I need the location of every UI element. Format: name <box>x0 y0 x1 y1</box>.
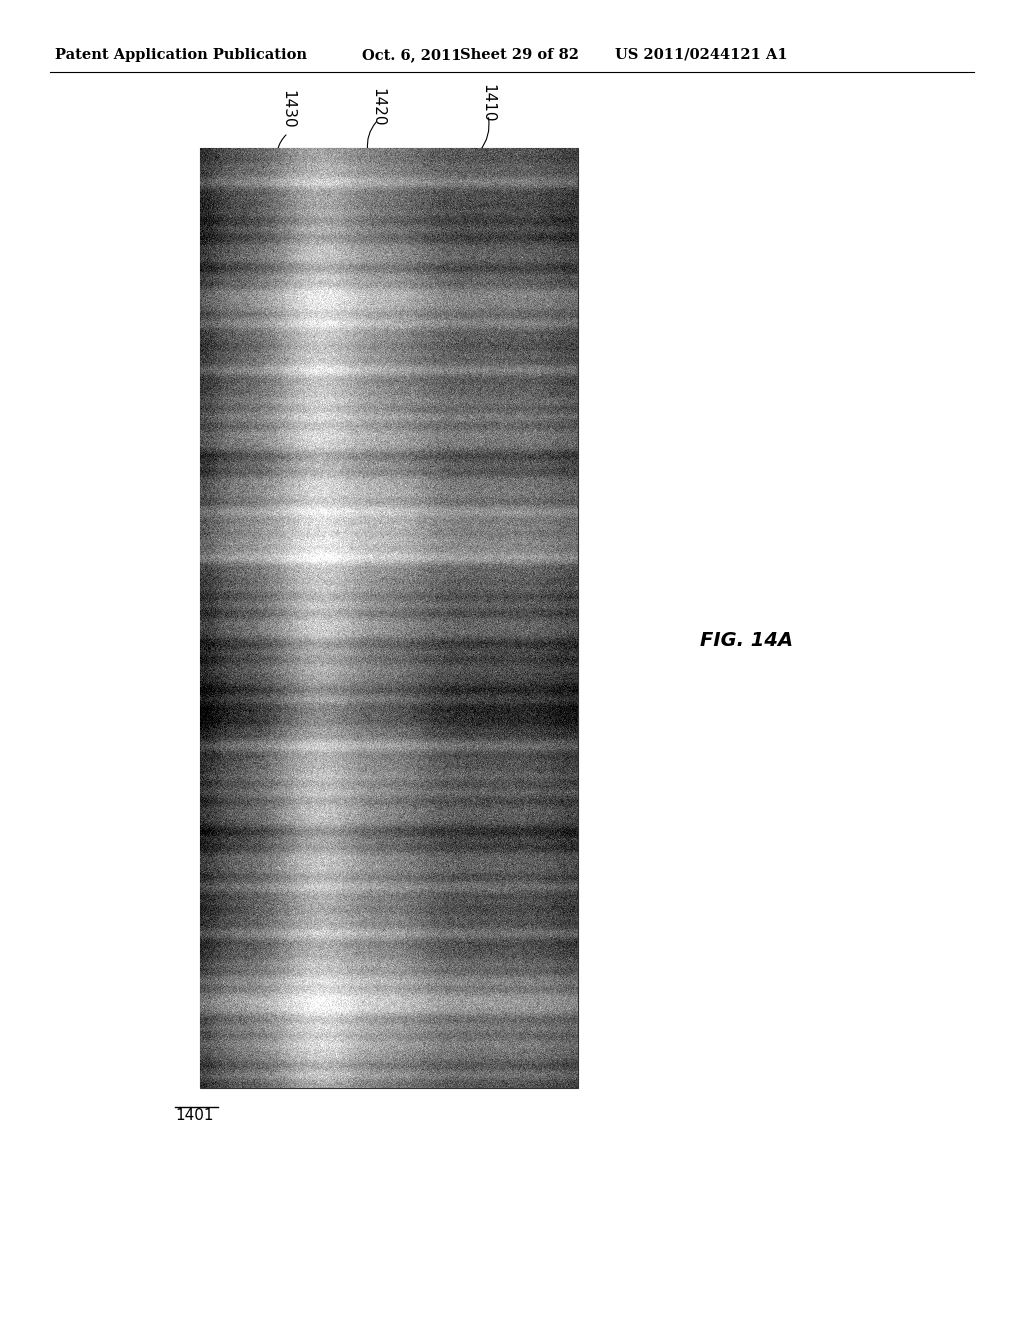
Bar <box>200 148 578 1088</box>
Text: 1401: 1401 <box>175 1107 213 1123</box>
Text: 1420: 1420 <box>371 88 385 127</box>
Text: Oct. 6, 2011: Oct. 6, 2011 <box>362 48 462 62</box>
Text: Patent Application Publication: Patent Application Publication <box>55 48 307 62</box>
Text: 1410: 1410 <box>480 84 496 123</box>
Text: US 2011/0244121 A1: US 2011/0244121 A1 <box>615 48 787 62</box>
Text: FIG. 14A: FIG. 14A <box>700 631 794 649</box>
Text: 27.8nm: 27.8nm <box>420 560 429 594</box>
Text: Sheet 29 of 82: Sheet 29 of 82 <box>460 48 579 62</box>
Text: 1430: 1430 <box>281 90 296 128</box>
Text: 13.4nm: 13.4nm <box>420 909 429 945</box>
